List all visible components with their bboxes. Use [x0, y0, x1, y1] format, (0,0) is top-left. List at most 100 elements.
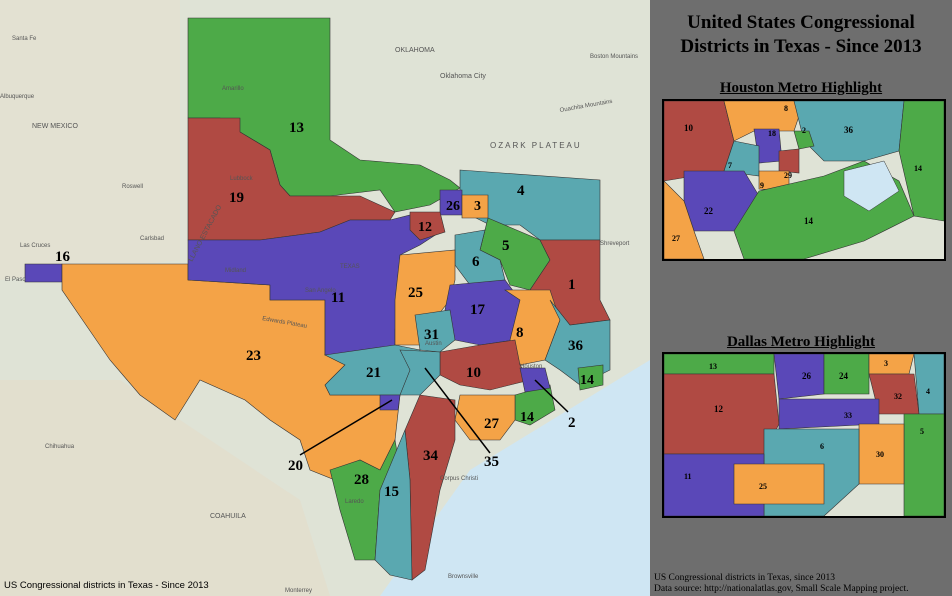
district-label-16: 16 — [55, 249, 71, 265]
dallas-label-32: 32 — [894, 392, 902, 401]
dallas-d24 — [823, 354, 870, 395]
label-new-mexico: NEW MEXICO — [32, 123, 78, 130]
dallas-d26 — [773, 354, 825, 400]
dallas-inset-heading: Dallas Metro Highlight — [726, 334, 876, 350]
district-label-35: 35 — [484, 454, 499, 470]
houston-d29 — [778, 148, 800, 174]
district-label-13: 13 — [289, 120, 304, 136]
district-label-34: 34 — [423, 448, 439, 464]
galveston-bay — [843, 160, 900, 212]
label-amarillo: Amarillo — [222, 86, 244, 92]
panel-title-line2: Districts in Texas - Since 2013 — [680, 36, 922, 57]
label-texas: TEXAS — [340, 264, 360, 270]
dallas-label-6: 6 — [820, 442, 824, 451]
houston-inset-map: 10 8 2 36 18 7 29 9 22 14 27 14 — [662, 99, 946, 261]
dallas-inset-svg: 13 26 24 3 32 4 12 33 30 5 6 11 25 — [664, 354, 944, 516]
district-12 — [409, 211, 446, 241]
label-midland: Midland — [225, 268, 246, 274]
district-label-6: 6 — [472, 254, 480, 270]
dallas-label-25: 25 — [759, 482, 767, 491]
houston-label-10: 10 — [684, 123, 694, 133]
label-coahuila: COAHUILA — [210, 513, 246, 520]
district-label-4: 4 — [517, 183, 525, 199]
district-label-12: 12 — [418, 220, 432, 235]
district-label-14-east: 14 — [580, 373, 594, 388]
gulf-of-mexico — [380, 360, 650, 596]
houston-label-18: 18 — [768, 129, 776, 138]
houston-d14-east — [898, 101, 944, 222]
district-14-east — [577, 364, 604, 391]
dallas-label-4: 4 — [926, 387, 930, 396]
label-las-cruces: Las Cruces — [20, 243, 50, 249]
label-roswell: Roswell — [122, 184, 143, 190]
label-santa-fe: Santa Fe — [12, 36, 37, 42]
dallas-d25 — [733, 463, 825, 505]
leader-line-2 — [534, 379, 569, 413]
district-label-36: 36 — [568, 338, 584, 354]
label-albuquerque: Albuquerque — [0, 94, 35, 100]
district-label-31: 31 — [424, 327, 439, 343]
district-label-21: 21 — [366, 365, 381, 381]
label-chihuahua: Chihuahua — [45, 444, 75, 450]
district-label-20: 20 — [288, 458, 303, 474]
dallas-label-30: 30 — [876, 450, 884, 459]
district-label-23: 23 — [246, 348, 261, 364]
dallas-inset-map: 13 26 24 3 32 4 12 33 30 5 6 11 25 — [662, 352, 946, 518]
houston-d2 — [793, 130, 815, 150]
dallas-label-11: 11 — [684, 472, 692, 481]
district-label-19: 19 — [229, 190, 244, 206]
dallas-label-13: 13 — [709, 362, 717, 371]
houston-d27 — [664, 180, 705, 259]
dallas-label-5: 5 — [920, 427, 924, 436]
houston-label-8: 8 — [784, 104, 788, 113]
label-ozark-plateau: OZARK PLATEAU — [490, 141, 582, 150]
label-oklahoma: OKLAHOMA — [395, 47, 435, 54]
dallas-d4 — [913, 354, 944, 415]
label-el-paso: El Paso — [5, 277, 26, 283]
houston-inset-svg: 10 8 2 36 18 7 29 9 22 14 27 14 — [664, 101, 944, 259]
texas-map: OKLAHOMA Oklahoma City NEW MEXICO Santa … — [0, 0, 650, 596]
map-footer: US Congressional districts in Texas - Si… — [4, 580, 209, 591]
panel-footer-line2: Data source: http://nationalatlas.gov, S… — [654, 584, 909, 594]
district-label-8: 8 — [516, 325, 524, 341]
houston-label-22: 22 — [704, 206, 714, 216]
dallas-label-26: 26 — [802, 371, 812, 381]
district-label-1: 1 — [568, 277, 576, 293]
district-map-svg: OKLAHOMA Oklahoma City NEW MEXICO Santa … — [0, 0, 650, 596]
houston-label-14: 14 — [804, 216, 814, 226]
dallas-label-3: 3 — [884, 359, 888, 368]
district-20 — [379, 394, 401, 411]
leader-line-20 — [299, 399, 393, 456]
label-laredo: Laredo — [345, 499, 364, 505]
houston-inset-heading: Houston Metro Highlight — [719, 80, 883, 96]
district-label-10: 10 — [466, 365, 481, 381]
district-16 — [24, 263, 63, 283]
label-oklahoma-city: Oklahoma City — [440, 73, 486, 80]
houston-label-29: 29 — [784, 171, 792, 180]
houston-d10 — [664, 101, 735, 182]
houston-label-36: 36 — [844, 125, 854, 135]
district-label-25: 25 — [408, 285, 423, 301]
dallas-label-12: 12 — [714, 404, 724, 414]
dallas-d12 — [664, 373, 780, 455]
houston-label-7: 7 — [728, 161, 732, 170]
panel-footer: US Congressional districts in Texas, sin… — [654, 573, 909, 595]
leader-line-35 — [424, 367, 491, 454]
label-shreveport: Shreveport — [600, 241, 630, 247]
dallas-label-24: 24 — [839, 371, 849, 381]
new-mexico-terrain — [0, 0, 180, 280]
district-label-3: 3 — [474, 199, 481, 214]
district-8 — [504, 289, 561, 366]
side-panel: United States Congressional Districts in… — [650, 0, 952, 596]
district-label-15: 15 — [384, 484, 399, 500]
houston-label-27: 27 — [672, 234, 680, 243]
houston-d7 — [723, 140, 760, 177]
district-6 — [454, 229, 506, 286]
label-boston-mountains: Boston Mountains — [590, 54, 638, 60]
dallas-d5 — [903, 413, 944, 516]
houston-label-2: 2 — [802, 126, 806, 135]
label-houston: Houston — [520, 364, 542, 370]
district-label-26: 26 — [446, 199, 460, 214]
label-monterrey: Monterrey — [285, 588, 312, 594]
label-lubbock: Lubbock — [230, 176, 254, 182]
